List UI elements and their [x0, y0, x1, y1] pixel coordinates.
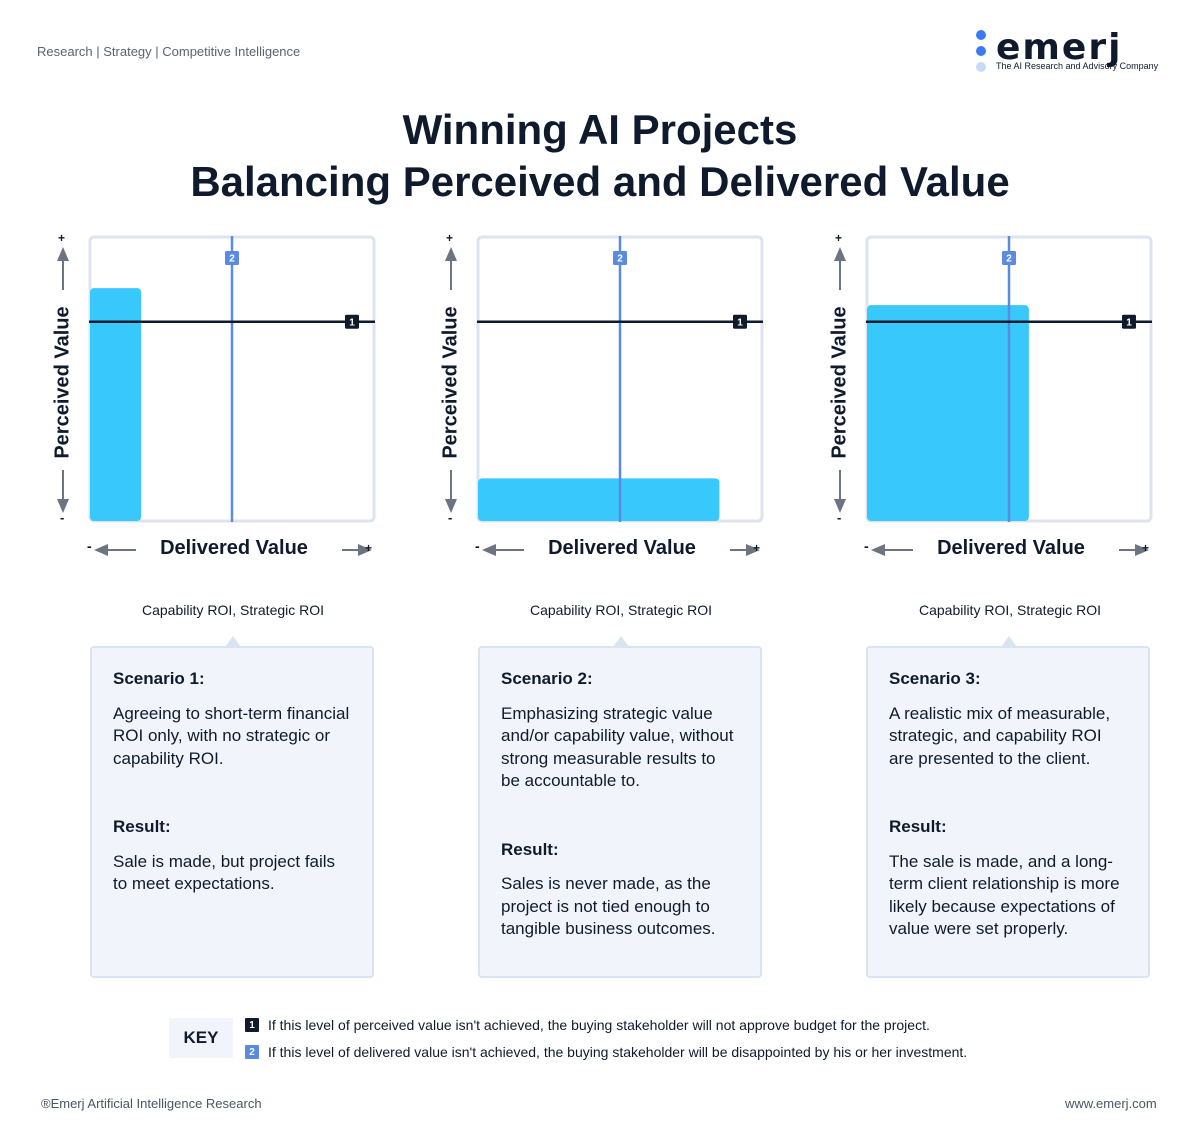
- marker-2-badge: 2: [245, 1045, 259, 1059]
- x-axis-minus: -: [864, 538, 869, 554]
- svg-text:1: 1: [1126, 317, 1132, 328]
- logo-wordmark: emerj: [996, 27, 1123, 68]
- marker-1-badge: 1: [1122, 314, 1136, 329]
- key-item-1: 1 If this level of perceived value isn't…: [245, 1017, 930, 1033]
- x-axis-minus: -: [475, 538, 480, 554]
- y-axis-label: Perceived Value: [51, 306, 74, 459]
- roi-caption: Capability ROI, Strategic ROI: [141, 602, 325, 618]
- roi-caption: Capability ROI, Strategic ROI: [918, 602, 1102, 618]
- x-axis-arrows-icon: [871, 544, 1149, 556]
- y-axis-minus: -: [837, 510, 842, 525]
- scenario-heading: Scenario 1:: [113, 669, 205, 688]
- scenario-card-2: Scenario 2: Emphasizing strategic value …: [478, 636, 762, 978]
- x-axis-label: Delivered Value: [548, 537, 696, 559]
- x-axis-minus: -: [87, 538, 92, 554]
- x-axis-plus: +: [365, 541, 373, 555]
- svg-text:2: 2: [229, 254, 235, 265]
- marker-1-badge: 1: [245, 1018, 259, 1032]
- result-heading: Result:: [501, 839, 559, 859]
- y-axis-plus: +: [835, 231, 843, 245]
- scenario-description: Agreeing to short-term financial ROI onl…: [113, 703, 350, 768]
- svg-text:2: 2: [617, 254, 623, 265]
- marker-1-badge: 1: [345, 314, 359, 329]
- marker-1-badge: 1: [733, 314, 747, 329]
- result-text: The sale is made, and a long-term client…: [889, 851, 1120, 939]
- logo-dot-icon: [976, 46, 986, 56]
- chart-svg: 21: [88, 235, 376, 523]
- scenario-heading: Scenario 2:: [501, 669, 593, 688]
- svg-text:1: 1: [349, 317, 355, 328]
- y-axis-arrows-icon: [57, 247, 69, 513]
- header-tagline: Research | Strategy | Competitive Intell…: [37, 44, 301, 59]
- logo-dot-icon: [976, 30, 986, 40]
- x-axis-plus: +: [1142, 541, 1150, 555]
- value-bar: [90, 288, 142, 521]
- marker-2-badge: 2: [225, 251, 239, 265]
- key-label: KEY: [169, 1018, 233, 1058]
- value-bar: [867, 305, 1029, 521]
- key-item-2: 2 If this level of delivered value isn't…: [245, 1044, 967, 1060]
- roi-caption: Capability ROI, Strategic ROI: [529, 602, 713, 618]
- x-axis-label: Delivered Value: [160, 537, 308, 559]
- scenario-card-3: Scenario 3: A realistic mix of measurabl…: [866, 636, 1150, 978]
- footer-copyright: ®Emerj Artificial Intelligence Research: [41, 1096, 262, 1111]
- page-title-line1: Winning AI Projects: [402, 106, 798, 153]
- card-caret: [1001, 636, 1017, 647]
- svg-text:1: 1: [737, 317, 743, 328]
- chart-svg: 21: [865, 235, 1153, 523]
- y-axis-minus: -: [448, 510, 453, 525]
- key-item-2-text: If this level of delivered value isn't a…: [268, 1044, 968, 1060]
- result-text: Sale is made, but project fails to meet …: [113, 851, 336, 894]
- x-axis-label: Delivered Value: [937, 537, 1085, 559]
- footer-website[interactable]: www.emerj.com: [1065, 1096, 1157, 1111]
- scenario-card-1: Scenario 1: Agreeing to short-term finan…: [90, 636, 374, 978]
- x-axis-arrows-icon: [482, 544, 760, 556]
- scenario-description: Emphasizing strategic value and/or capab…: [501, 703, 734, 791]
- x-axis-plus: +: [753, 541, 761, 555]
- logo-dot-icon: [976, 62, 986, 72]
- page-title-line2: Balancing Perceived and Delivered Value: [190, 158, 1010, 205]
- x-axis-arrows-icon: [94, 544, 372, 556]
- y-axis-plus: +: [446, 231, 454, 245]
- scenario-description: A realistic mix of measurable, strategic…: [889, 703, 1111, 768]
- emerj-logo: [972, 28, 1172, 78]
- chart-svg: 21: [476, 235, 764, 523]
- y-axis-label: Perceived Value: [439, 306, 462, 459]
- svg-text:2: 2: [1006, 254, 1012, 265]
- marker-2-badge: 2: [613, 251, 627, 265]
- y-axis-plus: +: [58, 231, 66, 245]
- marker-2-badge: 2: [1002, 251, 1016, 265]
- result-heading: Result:: [889, 817, 947, 836]
- card-caret: [225, 636, 241, 647]
- logo-subtitle: The AI Research and Advisory Company: [996, 61, 1159, 71]
- key-item-1-text: If this level of perceived value isn't a…: [268, 1017, 930, 1033]
- y-axis-minus: -: [60, 510, 65, 525]
- value-bar: [478, 478, 720, 521]
- scenario-heading: Scenario 3:: [889, 669, 981, 688]
- y-axis-arrows-icon: [834, 247, 846, 513]
- result-heading: Result:: [113, 817, 171, 836]
- y-axis-label: Perceived Value: [828, 306, 851, 459]
- card-caret: [613, 636, 629, 647]
- result-text: Sales is never made, as the project is n…: [501, 874, 716, 938]
- y-axis-arrows-icon: [445, 247, 457, 513]
